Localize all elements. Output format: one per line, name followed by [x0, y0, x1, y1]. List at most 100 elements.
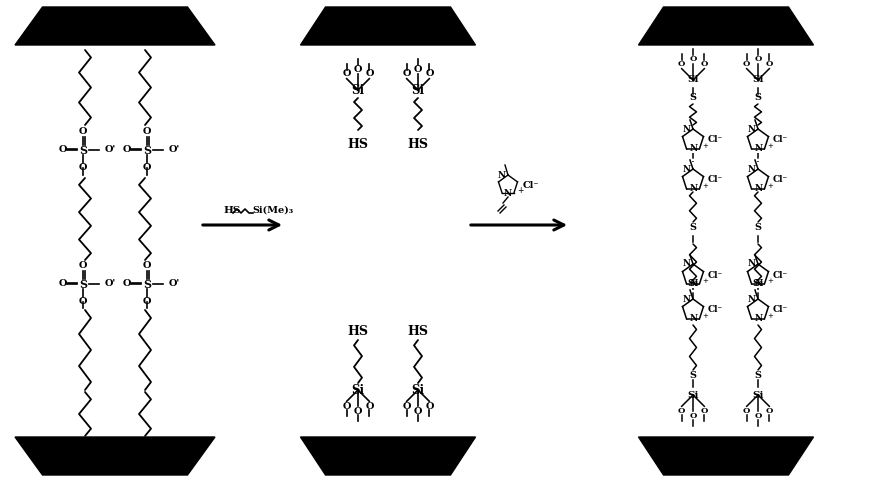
Text: Cl⁻: Cl⁻ [708, 305, 723, 314]
Text: N: N [498, 170, 506, 180]
Text: S: S [690, 372, 697, 381]
Text: O: O [58, 145, 67, 155]
Text: N: N [754, 314, 762, 324]
Text: O: O [143, 298, 151, 307]
Text: Si(Me)₃: Si(Me)₃ [252, 206, 293, 215]
Text: N: N [689, 279, 698, 288]
Text: N: N [748, 124, 756, 133]
Text: N: N [504, 189, 512, 198]
Text: +: + [703, 143, 708, 149]
Text: Cl⁻: Cl⁻ [773, 305, 788, 314]
Text: N: N [754, 144, 762, 154]
Text: O: O [743, 60, 751, 68]
Text: HS: HS [407, 138, 428, 151]
Text: O: O [426, 402, 433, 411]
Text: O: O [689, 55, 697, 63]
Text: +: + [767, 183, 773, 189]
Text: O: O [700, 60, 708, 68]
Text: S: S [754, 94, 761, 103]
Text: O: O [354, 64, 362, 73]
Text: +: + [703, 313, 708, 319]
Text: +: + [767, 313, 773, 319]
Text: Si: Si [412, 384, 425, 396]
Text: O: O [123, 279, 131, 288]
Text: Cl⁻: Cl⁻ [523, 180, 540, 190]
Text: N: N [689, 314, 698, 324]
Text: O: O [414, 64, 422, 73]
Text: O: O [754, 55, 761, 63]
Text: S: S [143, 278, 151, 289]
Text: O': O' [169, 279, 181, 288]
Text: O: O [678, 60, 685, 68]
Text: +: + [767, 143, 773, 149]
Text: S: S [79, 144, 87, 156]
Text: O: O [123, 145, 131, 155]
Text: O: O [343, 69, 351, 78]
Text: O: O [766, 60, 773, 68]
Text: O: O [689, 412, 697, 420]
Text: O: O [78, 298, 87, 307]
Text: O: O [354, 407, 362, 416]
Text: HS: HS [407, 325, 428, 338]
Text: O: O [143, 128, 151, 136]
Text: O: O [766, 408, 773, 415]
Text: HS: HS [223, 206, 241, 215]
Text: Si: Si [351, 84, 364, 96]
Text: O: O [678, 408, 685, 415]
Text: S: S [754, 224, 761, 232]
Text: O: O [143, 262, 151, 271]
Text: S: S [143, 144, 151, 156]
Text: N: N [683, 295, 691, 303]
Text: N: N [748, 165, 756, 173]
Text: N: N [683, 124, 691, 133]
Text: O': O' [105, 279, 116, 288]
Text: Cl⁻: Cl⁻ [708, 135, 723, 144]
Text: Si: Si [412, 84, 425, 96]
Text: S: S [754, 372, 761, 381]
Text: Cl⁻: Cl⁻ [773, 271, 788, 279]
Polygon shape [15, 7, 215, 45]
Text: O: O [343, 402, 351, 411]
Text: O: O [426, 69, 433, 78]
Text: O: O [58, 279, 67, 288]
Text: Si: Si [753, 391, 764, 399]
Text: +: + [703, 278, 708, 284]
Text: O: O [700, 408, 708, 415]
Text: Si: Si [351, 384, 364, 396]
Text: Cl⁻: Cl⁻ [773, 135, 788, 144]
Text: O: O [365, 402, 373, 411]
Text: O: O [78, 164, 87, 172]
Text: N: N [748, 295, 756, 303]
Text: +: + [767, 278, 773, 284]
Text: HS: HS [348, 138, 369, 151]
Text: +: + [703, 183, 708, 189]
Text: N: N [683, 260, 691, 268]
Text: S: S [79, 278, 87, 289]
Text: S: S [690, 94, 697, 103]
Text: Si: Si [687, 391, 698, 399]
Text: O: O [403, 69, 411, 78]
Text: N: N [748, 260, 756, 268]
Text: Cl⁻: Cl⁻ [773, 176, 788, 184]
Text: O: O [414, 407, 422, 416]
Text: Si: Si [753, 279, 764, 288]
Polygon shape [15, 437, 215, 475]
Polygon shape [301, 7, 475, 45]
Text: HS: HS [348, 325, 369, 338]
Text: N: N [689, 184, 698, 193]
Text: O: O [403, 402, 411, 411]
Text: O: O [143, 164, 151, 172]
Text: O: O [743, 408, 751, 415]
Text: N: N [689, 144, 698, 154]
Text: Si: Si [687, 75, 698, 84]
Polygon shape [638, 437, 814, 475]
Text: Cl⁻: Cl⁻ [708, 271, 723, 279]
Text: O': O' [105, 145, 116, 155]
Text: O: O [365, 69, 373, 78]
Text: O: O [78, 128, 87, 136]
Text: N: N [754, 184, 762, 193]
Text: N: N [754, 279, 762, 288]
Text: O: O [78, 262, 87, 271]
Polygon shape [301, 437, 475, 475]
Text: Si: Si [687, 279, 698, 288]
